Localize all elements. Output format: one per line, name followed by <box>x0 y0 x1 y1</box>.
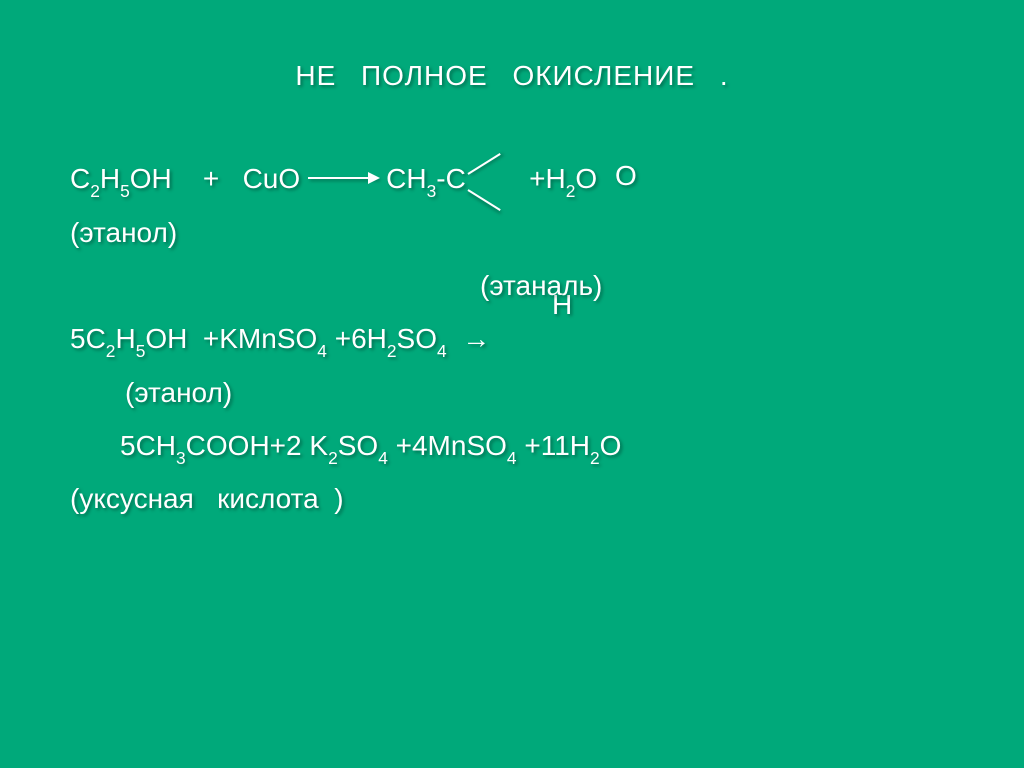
eq3-sub: 3 <box>176 448 186 468</box>
eq1-sub: 2 <box>90 181 100 201</box>
eq3-part: SO <box>338 430 378 461</box>
eq3-sub: 2 <box>328 448 338 468</box>
equation-2: 5C2H5OH +KMnSO4 +6H2SO4 → <box>70 312 954 366</box>
eq2-part: H <box>115 323 135 354</box>
label-ethanal: (этаналь) <box>480 259 954 312</box>
eq3-part: 5CH <box>120 430 176 461</box>
eq1-part: O <box>575 163 597 194</box>
eq1-part: -C <box>436 163 466 194</box>
eq1-part: C <box>70 163 90 194</box>
eq2-sub: 4 <box>317 341 327 361</box>
eq2-part: +6H <box>327 323 387 354</box>
eq2-part: SO <box>397 323 437 354</box>
label-ethanol-2: (этанол) <box>125 366 954 419</box>
eq3-sub: 4 <box>378 448 388 468</box>
eq3-sub: 4 <box>507 448 517 468</box>
eq3-part: +11H <box>517 430 590 461</box>
eq1-part: OH + CuO <box>130 163 300 194</box>
slide-title: НЕ ПОЛНОЕ ОКИСЛЕНИЕ . <box>70 60 954 92</box>
label-acetic-acid: (уксусная кислота ) <box>70 472 954 525</box>
eq2-arrow: → <box>447 323 491 354</box>
eq3-part: COOH+2 K <box>186 430 328 461</box>
eq2-part: OH +KMnSO <box>145 323 317 354</box>
eq3-part: +4MnSO <box>388 430 507 461</box>
eq2-sub: 4 <box>437 341 447 361</box>
eq1-sub: 2 <box>566 181 576 201</box>
eq1-sub: 3 <box>427 181 437 201</box>
eq1-part: +H <box>506 163 566 194</box>
equation-3: 5CH3COOH+2 K2SO4 +4MnSO4 +11H2O <box>120 419 954 473</box>
label-ethanol-1: (этанол) <box>70 206 954 259</box>
eq1-part: CH <box>386 163 426 194</box>
eq3-sub: 2 <box>590 448 600 468</box>
eq2-sub: 5 <box>136 341 146 361</box>
eq2-part: 5C <box>70 323 106 354</box>
slide-content: C2H5OH + CuOCH3-C +H2O (этанол) H (этана… <box>70 152 954 525</box>
eq1-sub: 5 <box>120 181 130 201</box>
eq2-sub: 2 <box>387 341 397 361</box>
eq3-part: O <box>600 430 622 461</box>
eq2-sub: 2 <box>106 341 116 361</box>
reaction-arrow-icon <box>308 177 378 179</box>
equation-1: C2H5OH + CuOCH3-C +H2O <box>70 152 954 206</box>
slide-root: НЕ ПОЛНОЕ ОКИСЛЕНИЕ . O C2H5OH + CuOCH3-… <box>0 0 1024 768</box>
eq1-part: H <box>100 163 120 194</box>
